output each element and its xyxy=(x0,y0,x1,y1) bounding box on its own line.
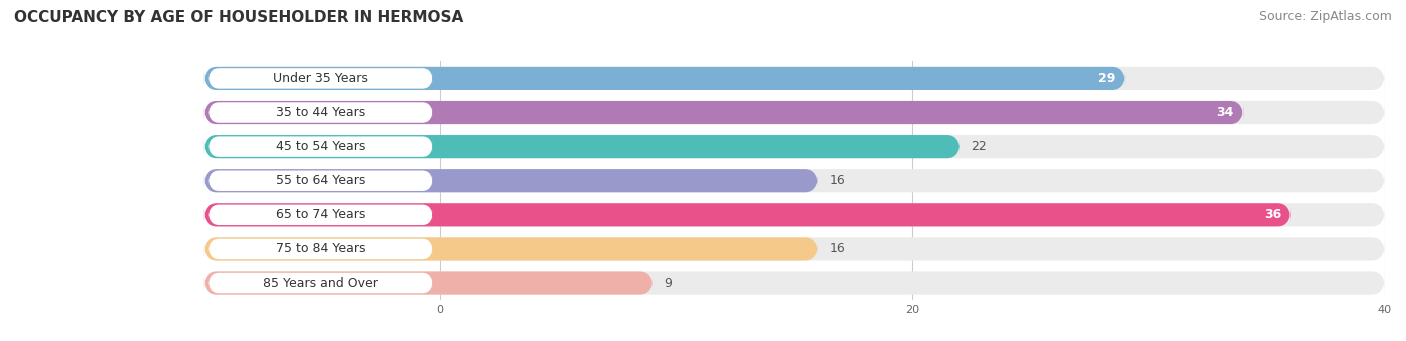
FancyBboxPatch shape xyxy=(204,237,818,261)
Text: 9: 9 xyxy=(665,277,672,290)
Text: 16: 16 xyxy=(830,174,845,187)
FancyBboxPatch shape xyxy=(204,67,1125,90)
Text: 29: 29 xyxy=(1098,72,1115,85)
FancyBboxPatch shape xyxy=(204,203,1385,226)
Text: 75 to 84 Years: 75 to 84 Years xyxy=(276,242,366,255)
FancyBboxPatch shape xyxy=(204,135,1385,158)
FancyBboxPatch shape xyxy=(204,169,1385,192)
FancyBboxPatch shape xyxy=(208,239,433,259)
Text: 16: 16 xyxy=(830,242,845,255)
Text: Source: ZipAtlas.com: Source: ZipAtlas.com xyxy=(1258,10,1392,23)
FancyBboxPatch shape xyxy=(208,273,433,293)
FancyBboxPatch shape xyxy=(204,101,1385,124)
Text: 45 to 54 Years: 45 to 54 Years xyxy=(276,140,366,153)
FancyBboxPatch shape xyxy=(204,237,1385,261)
Text: 55 to 64 Years: 55 to 64 Years xyxy=(276,174,366,187)
Text: Under 35 Years: Under 35 Years xyxy=(273,72,368,85)
FancyBboxPatch shape xyxy=(208,68,433,89)
Text: 85 Years and Over: 85 Years and Over xyxy=(263,277,378,290)
Text: OCCUPANCY BY AGE OF HOUSEHOLDER IN HERMOSA: OCCUPANCY BY AGE OF HOUSEHOLDER IN HERMO… xyxy=(14,10,464,25)
FancyBboxPatch shape xyxy=(208,136,433,157)
FancyBboxPatch shape xyxy=(204,169,818,192)
Text: 22: 22 xyxy=(972,140,987,153)
FancyBboxPatch shape xyxy=(208,102,433,123)
FancyBboxPatch shape xyxy=(204,101,1243,124)
FancyBboxPatch shape xyxy=(208,170,433,191)
FancyBboxPatch shape xyxy=(208,205,433,225)
Text: 35 to 44 Years: 35 to 44 Years xyxy=(276,106,366,119)
FancyBboxPatch shape xyxy=(204,271,1385,295)
FancyBboxPatch shape xyxy=(204,271,652,295)
Text: 36: 36 xyxy=(1264,208,1281,221)
Text: 65 to 74 Years: 65 to 74 Years xyxy=(276,208,366,221)
FancyBboxPatch shape xyxy=(204,203,1291,226)
FancyBboxPatch shape xyxy=(204,67,1385,90)
Text: 34: 34 xyxy=(1216,106,1233,119)
FancyBboxPatch shape xyxy=(204,135,960,158)
